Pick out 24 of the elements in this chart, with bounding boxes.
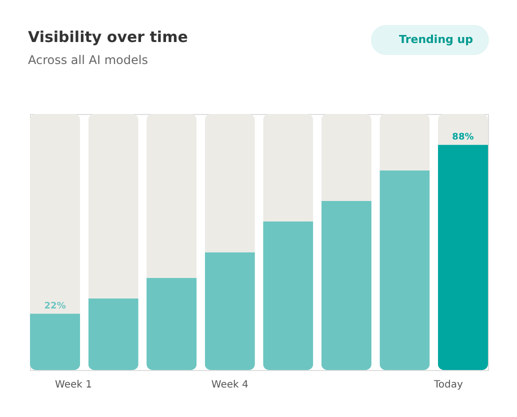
data-label: 22% xyxy=(44,302,66,312)
bar xyxy=(88,298,138,370)
data-label: 88% xyxy=(452,132,474,143)
text: Trending up xyxy=(399,33,474,46)
bar xyxy=(146,114,197,278)
bar xyxy=(204,252,255,370)
chart-title: Visibility over time xyxy=(28,28,188,46)
bar xyxy=(146,278,197,370)
x-tick-label: Week 4 xyxy=(211,380,248,390)
bar xyxy=(88,114,138,298)
bar xyxy=(321,201,372,370)
bar xyxy=(204,114,255,252)
bar xyxy=(438,114,488,145)
bar xyxy=(321,114,372,202)
bar xyxy=(438,144,488,370)
x-tick-label: Week 1 xyxy=(55,380,92,390)
x-tick-label: Today xyxy=(433,380,464,390)
bar xyxy=(30,314,80,370)
bar xyxy=(263,222,314,370)
bar xyxy=(30,114,80,314)
bar xyxy=(263,114,314,222)
chart-subtitle: Across all AI models xyxy=(28,53,148,67)
bar xyxy=(380,170,430,370)
bar xyxy=(380,114,430,170)
